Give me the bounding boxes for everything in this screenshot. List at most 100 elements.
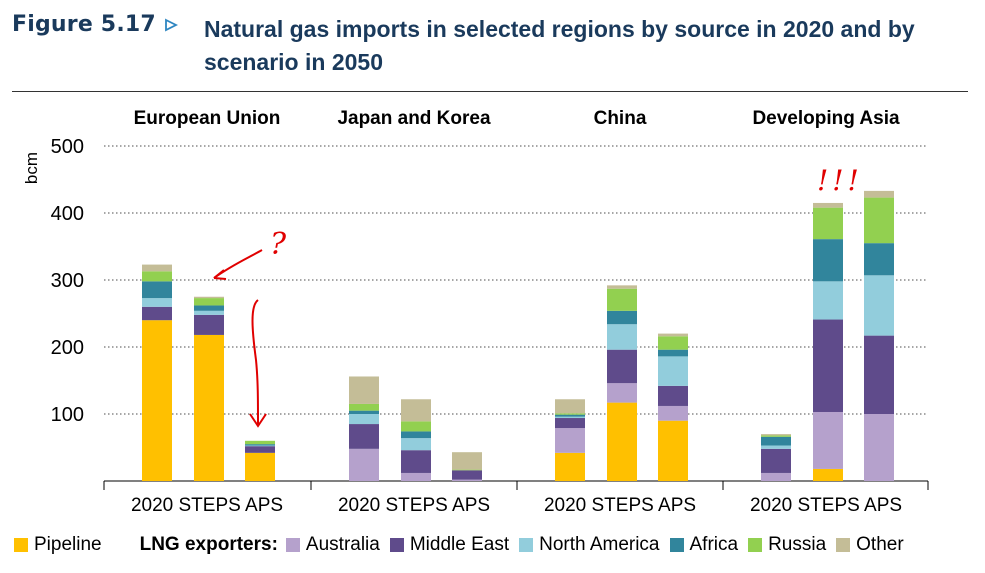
legend-item-other: Other: [836, 534, 904, 556]
question-mark-annotation: ?: [270, 227, 287, 262]
bar-segment-other: [864, 190, 894, 198]
legend-item-pipeline: Pipeline: [14, 534, 102, 556]
bar-segment-middle-east: [761, 448, 791, 473]
bar-segment-africa: [194, 305, 224, 311]
bar-segment-north-america: [864, 275, 894, 336]
annotation-arrow-down: [251, 299, 259, 425]
bar-segment-africa: [401, 431, 431, 439]
bar-segment-other: [761, 434, 791, 436]
bar-segment-africa: [761, 436, 791, 446]
bar-segment-middle-east: [607, 349, 637, 384]
bar-segment-pipeline: [658, 420, 688, 481]
bar-segment-russia: [607, 288, 637, 311]
y-tick-label: 200: [51, 337, 84, 359]
bar-segment-north-america: [245, 445, 275, 447]
panel-title: China: [594, 108, 647, 129]
figure-header: Figure 5.17 Natural gas imports in selec…: [12, 10, 972, 92]
bar-segment-russia: [349, 403, 379, 411]
bar-segment-pipeline: [813, 468, 843, 481]
bar-segment-pipeline: [607, 402, 637, 481]
legend-swatch: [285, 538, 300, 552]
bar-segment-russia: [245, 440, 275, 445]
bar-segment-middle-east: [194, 314, 224, 335]
figure-label: Figure 5.17: [12, 12, 156, 37]
bar-segment-russia: [142, 271, 172, 282]
label-layer: 100 200 300 400 500 bcm European Union 2020 STE…: [22, 108, 902, 516]
annotation-layer: ?!!!: [213, 164, 859, 428]
bar-segment-other: [401, 399, 431, 422]
bar-segment-pipeline: [555, 452, 585, 481]
y-tick-label: 400: [51, 203, 84, 225]
bar-segment-middle-east: [555, 418, 585, 429]
bar-segment-middle-east: [349, 424, 379, 449]
bar-segment-middle-east: [813, 319, 843, 412]
bar-segment-north-america: [142, 298, 172, 307]
bar-segment-north-america: [401, 438, 431, 451]
annotation-arrow-curve: [213, 249, 263, 279]
x-category-labels: 2020 STEPS APS: [750, 495, 902, 516]
axis-layer: [103, 480, 929, 490]
bar-segment-middle-east: [658, 385, 688, 406]
bar-segment-africa: [813, 239, 843, 282]
bar-segment-pipeline: [245, 452, 275, 481]
bar-segment-north-america: [349, 414, 379, 425]
y-axis-label: bcm: [22, 152, 41, 184]
bar-segment-middle-east: [245, 446, 275, 453]
bar-segment-australia: [401, 472, 431, 481]
legend-label: Australia: [305, 534, 380, 555]
chart-legend: Pipeline LNG exporters: Australia Middle Ea…: [14, 533, 914, 557]
annotation-arrowhead: [213, 269, 227, 280]
figure-title: Natural gas imports in selected regions …: [204, 16, 915, 75]
bar-segment-other: [813, 202, 843, 208]
annotation-arrowhead-down: [249, 413, 267, 428]
legend-swatch: [519, 538, 534, 552]
bar-segment-australia: [813, 411, 843, 469]
panel-title: European Union: [134, 108, 281, 129]
bar-segment-australia: [864, 414, 894, 481]
x-category-labels: 2020 STEPS APS: [338, 495, 490, 516]
legend-label: North America: [539, 534, 660, 555]
bar-segment-middle-east: [452, 470, 482, 480]
grid-layer: [104, 145, 928, 415]
y-tick-label: 100: [51, 404, 84, 426]
legend-group-label: LNG exporters:: [139, 534, 278, 555]
x-category-labels: 2020 STEPS APS: [544, 495, 696, 516]
bar-segment-australia: [555, 428, 585, 453]
bar-segment-other: [658, 333, 688, 337]
bar-segment-other: [349, 376, 379, 404]
bar-segment-russia: [194, 298, 224, 306]
legend-item-africa: Africa: [669, 534, 739, 556]
panel-title: Developing Asia: [752, 108, 900, 129]
stacked-bar-chart: 100 200 300 400 500 bcm European Union 2020 STE…: [22, 108, 929, 516]
bar-segment-other: [555, 399, 585, 414]
bar-segment-russia: [401, 421, 431, 432]
legend-item-north-america: North America: [519, 534, 660, 556]
panel-title: Japan and Korea: [337, 108, 491, 129]
bar-segment-other: [452, 452, 482, 470]
bar-segment-middle-east: [401, 450, 431, 473]
legend-swatch: [389, 538, 404, 552]
legend-label: Africa: [689, 534, 739, 555]
legend-swatch: [669, 538, 684, 552]
legend-item-australia: Australia: [285, 534, 380, 556]
bar-segment-pipeline: [142, 320, 172, 481]
bar-segment-pipeline: [194, 334, 224, 481]
bar-segment-other: [194, 296, 224, 299]
bar-segment-australia: [452, 479, 482, 481]
legend-label: Russia: [768, 534, 827, 555]
triangle-arrow-icon: [165, 18, 178, 32]
bar-segment-russia: [555, 413, 585, 415]
legend-item-middle-east: Middle East: [389, 534, 509, 556]
bar-segment-africa: [607, 310, 637, 325]
legend-swatch: [836, 538, 851, 552]
bar-segment-north-america: [555, 416, 585, 419]
bar-segment-north-america: [607, 324, 637, 350]
bar-segment-australia: [761, 472, 791, 481]
bar-segment-north-america: [658, 356, 688, 386]
bar-segment-africa: [555, 414, 585, 417]
x-category-labels: 2020 STEPS APS: [131, 495, 283, 516]
bar-segment-africa: [349, 410, 379, 414]
legend-swatch: [14, 538, 28, 552]
bar-segment-africa: [142, 281, 172, 299]
bar-segment-north-america: [761, 445, 791, 449]
